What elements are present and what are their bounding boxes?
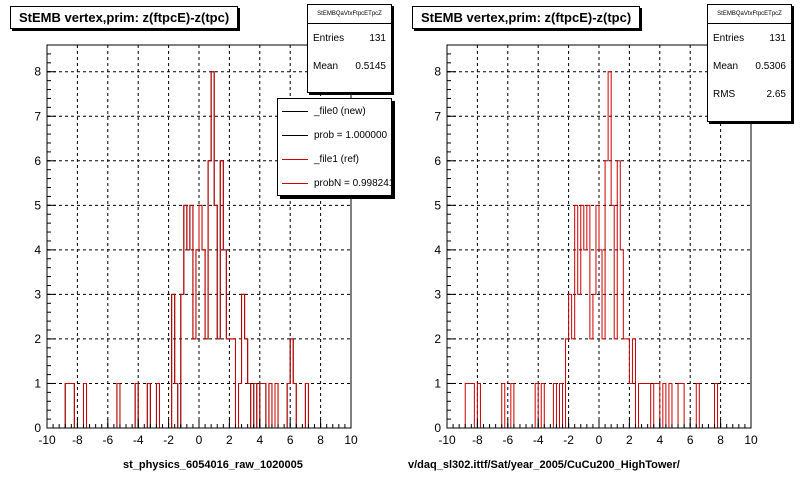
- panel-2-stats-name: StEMBQaVtxFtpcETpcZ: [708, 5, 791, 24]
- y-tick-label: 8: [434, 65, 441, 79]
- legend-label: _file0 (new): [314, 105, 366, 117]
- panel-1-legend: _file0 (new) prob = 1.000000 _file1 (ref…: [277, 98, 392, 196]
- x-tick-label: -4: [533, 433, 544, 447]
- y-tick-label: 6: [34, 154, 41, 168]
- panel-1-stats-label: Mean: [313, 60, 339, 72]
- x-tick-label: 2: [226, 433, 233, 447]
- x-tick-label: 8: [317, 433, 324, 447]
- panel-1-stats-value: 131: [369, 32, 386, 44]
- x-tick-label: -8: [472, 433, 483, 447]
- panel-2-stats-label: Mean: [713, 60, 739, 72]
- legend-label: probN = 0.998241: [314, 177, 392, 189]
- x-tick-label: 0: [596, 433, 603, 447]
- y-tick-label: 7: [434, 109, 441, 123]
- x-tick-label: 10: [744, 433, 758, 447]
- panel-2-stats-row: Mean 0.5306: [708, 52, 791, 80]
- legend-label: _file1 (ref): [314, 153, 360, 165]
- y-tick-label: 8: [34, 65, 41, 79]
- legend-entry: _file0 (new): [278, 99, 391, 123]
- x-tick-label: 2: [626, 433, 633, 447]
- panel-1-stats-label: Entries: [313, 32, 345, 44]
- panel-2-stats-value: 131: [769, 32, 786, 44]
- panel-2-stats-label: Entries: [713, 32, 745, 44]
- panel-2-stats-row: RMS 2.65: [708, 80, 791, 108]
- y-tick-label: 2: [34, 332, 41, 346]
- x-tick-label: -6: [102, 433, 113, 447]
- panel-2-stats-box: StEMBQaVtxFtpcETpcZ Entries 131 Mean 0.5…: [707, 4, 792, 122]
- panel-2-stats-value: 2.65: [766, 88, 786, 100]
- panel-1-stats-row: Entries 131: [308, 24, 391, 52]
- y-tick-label: 7: [34, 109, 41, 123]
- panel-1-stats-row: Mean 0.5145: [308, 52, 391, 80]
- x-tick-label: -6: [502, 433, 513, 447]
- panel-1-stats-box: StEMBQaVtxFtpcETpcZ Entries 131 Mean 0.5…: [307, 4, 392, 93]
- x-tick-label: -10: [38, 433, 56, 447]
- y-tick-label: 4: [434, 243, 441, 257]
- y-tick-label: 3: [434, 287, 441, 301]
- x-tick-label: -10: [438, 433, 456, 447]
- panel-2-title: StEMB vertex,prim: z(ftpcE)-z(tpc): [412, 6, 641, 29]
- y-tick-label: 4: [34, 243, 41, 257]
- y-tick-label: 0: [434, 421, 441, 435]
- y-tick-label: 5: [434, 198, 441, 212]
- panel-2-stats-label: RMS: [713, 88, 736, 100]
- y-tick-label: 5: [34, 198, 41, 212]
- y-tick-label: 0: [34, 421, 41, 435]
- x-tick-label: 0: [196, 433, 203, 447]
- x-tick-label: 6: [287, 433, 294, 447]
- y-tick-label: 3: [34, 287, 41, 301]
- x-tick-label: 4: [656, 433, 663, 447]
- x-tick-label: 8: [717, 433, 724, 447]
- legend-swatch: [282, 134, 308, 136]
- panel-2-stats-row: Entries 131: [708, 24, 791, 52]
- legend-entry: probN = 0.998241: [278, 171, 391, 195]
- y-tick-label: 1: [34, 376, 41, 390]
- x-tick-label: -8: [72, 433, 83, 447]
- legend-swatch: [282, 158, 308, 160]
- x-tick-label: -4: [133, 433, 144, 447]
- panel-1-caption: st_physics_6054016_raw_1020005: [123, 459, 303, 471]
- x-tick-label: 4: [256, 433, 263, 447]
- x-tick-label: 10: [344, 433, 358, 447]
- x-tick-label: -2: [563, 433, 574, 447]
- panel-2-caption: v/daq_sl302.ittf/Sat/year_2005/CuCu200_H…: [408, 459, 680, 471]
- x-tick-label: -2: [163, 433, 174, 447]
- legend-entry: _file1 (ref): [278, 147, 391, 171]
- panel-2-stats-value: 0.5306: [755, 60, 786, 72]
- panel-1-stats-name: StEMBQaVtxFtpcETpcZ: [308, 5, 391, 24]
- y-tick-label: 6: [434, 154, 441, 168]
- x-tick-label: 6: [687, 433, 694, 447]
- legend-swatch: [282, 182, 308, 184]
- legend-entry: prob = 1.000000: [278, 123, 391, 147]
- panel-1-title: StEMB vertex,prim: z(ftpcE)-z(tpc): [10, 6, 239, 29]
- legend-swatch: [282, 110, 308, 112]
- y-tick-label: 1: [434, 376, 441, 390]
- panel-1-stats-value: 0.5145: [355, 60, 386, 72]
- y-tick-label: 2: [434, 332, 441, 346]
- legend-label: prob = 1.000000: [314, 129, 388, 141]
